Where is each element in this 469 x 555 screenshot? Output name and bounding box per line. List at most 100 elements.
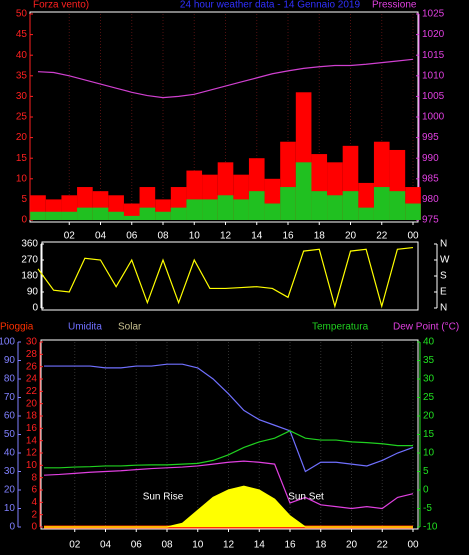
bar xyxy=(248,191,265,220)
bar xyxy=(155,211,171,220)
y-tick-label: 1010 xyxy=(422,70,445,81)
y-tick-label: N xyxy=(440,239,447,250)
y-tick-label: 22 xyxy=(26,386,38,397)
annotation: Sun Set xyxy=(288,492,324,503)
bar xyxy=(295,162,312,220)
line xyxy=(44,430,413,469)
x-tick-label: 00 xyxy=(407,231,419,242)
y-tick-label: 90 xyxy=(27,287,39,298)
y-tick-label: 1000 xyxy=(422,112,445,123)
bar xyxy=(233,199,249,220)
y-tick-label: 14 xyxy=(26,435,38,446)
y-tick-label: 80 xyxy=(4,374,16,385)
y-tick-label: 270 xyxy=(21,255,38,266)
y-tick-label: 25 xyxy=(423,392,435,403)
series-label: Umidita xyxy=(68,322,102,333)
x-tick-label: 10 xyxy=(189,231,201,242)
y-tick-label: 1025 xyxy=(422,9,445,20)
x-tick-label: 02 xyxy=(69,540,81,551)
y-tick-label: 0 xyxy=(423,485,429,496)
bar xyxy=(45,211,62,220)
bar xyxy=(92,207,109,220)
y-tick-label: 975 xyxy=(422,215,439,226)
bar xyxy=(405,203,421,220)
series-label: Dew Point (°C) xyxy=(393,322,459,333)
y-tick-label: 50 xyxy=(16,9,28,20)
y-tick-label: 0 xyxy=(21,215,27,226)
x-tick-label: 02 xyxy=(64,231,76,242)
y-tick-label: 10 xyxy=(4,503,16,514)
x-tick-label: 20 xyxy=(345,231,357,242)
y-tick-label: 985 xyxy=(422,173,439,184)
y-tick-label: 15 xyxy=(423,429,435,440)
y-tick-label: 6 xyxy=(31,485,37,496)
y-tick-label: 30 xyxy=(4,466,16,477)
y-tick-label: 25 xyxy=(16,112,28,123)
y-tick-label: 15 xyxy=(16,153,28,164)
bar xyxy=(280,187,296,220)
chart-title: 24 hour weather data - 14 Gennaio 2019 xyxy=(180,0,361,11)
y-tick-label: 4 xyxy=(31,497,37,508)
y-tick-label: 1005 xyxy=(422,91,445,102)
x-tick-label: 12 xyxy=(223,540,235,551)
annotation: Sun Rise xyxy=(143,492,184,503)
bar xyxy=(61,211,78,220)
x-tick-label: 22 xyxy=(376,231,388,242)
y-tick-label: 360 xyxy=(21,239,38,250)
bar xyxy=(264,203,281,220)
x-tick-label: 04 xyxy=(100,540,112,551)
x-tick-label: 14 xyxy=(251,231,263,242)
x-tick-label: 22 xyxy=(377,540,389,551)
x-tick-label: 20 xyxy=(346,540,358,551)
y-tick-label: 12 xyxy=(26,448,38,459)
y-tick-label: -5 xyxy=(423,503,432,514)
y-tick-label: 5 xyxy=(21,194,27,205)
area xyxy=(44,485,413,528)
y-tick-label: 10 xyxy=(16,173,28,184)
y-tick-label: 20 xyxy=(4,485,16,496)
bar xyxy=(327,195,343,220)
x-tick-label: 18 xyxy=(314,231,326,242)
y-tick-label: E xyxy=(440,287,447,298)
series-label: Pioggia xyxy=(0,322,34,333)
y-tick-label: 18 xyxy=(26,411,38,422)
y-tick-label: 0 xyxy=(32,303,38,314)
y-tick-label: 2 xyxy=(31,509,37,520)
y-tick-label: 16 xyxy=(26,423,38,434)
x-tick-label: 06 xyxy=(131,540,143,551)
y-tick-label: 70 xyxy=(4,392,16,403)
y-tick-label: 30 xyxy=(423,374,435,385)
bar xyxy=(373,187,390,220)
axis-label: Forza vento) xyxy=(33,0,89,11)
y-tick-label: 30 xyxy=(26,337,38,348)
line xyxy=(37,58,414,99)
y-tick-label: 30 xyxy=(16,91,28,102)
bar xyxy=(77,207,93,220)
bar xyxy=(311,191,328,220)
bar xyxy=(108,211,124,220)
bar xyxy=(170,207,187,220)
y-tick-label: 40 xyxy=(16,50,28,61)
x-tick-label: 16 xyxy=(284,540,296,551)
y-tick-label: 1020 xyxy=(422,29,445,40)
y-tick-label: 20 xyxy=(26,398,38,409)
y-tick-label: 40 xyxy=(4,448,16,459)
bar xyxy=(186,199,203,220)
y-tick-label: 50 xyxy=(4,429,16,440)
y-tick-label: 0 xyxy=(31,522,37,533)
bar xyxy=(123,215,140,220)
y-tick-label: 990 xyxy=(422,153,439,164)
y-tick-label: 24 xyxy=(26,374,38,385)
axis-label: Pressione xyxy=(372,0,417,11)
y-tick-label: 0 xyxy=(9,522,15,533)
x-tick-label: 04 xyxy=(95,231,107,242)
y-tick-label: 980 xyxy=(422,194,439,205)
x-tick-label: 12 xyxy=(220,231,232,242)
y-tick-label: S xyxy=(440,271,447,282)
y-tick-label: 100 xyxy=(0,337,15,348)
x-tick-label: 08 xyxy=(157,231,169,242)
y-tick-label: 20 xyxy=(423,411,435,422)
